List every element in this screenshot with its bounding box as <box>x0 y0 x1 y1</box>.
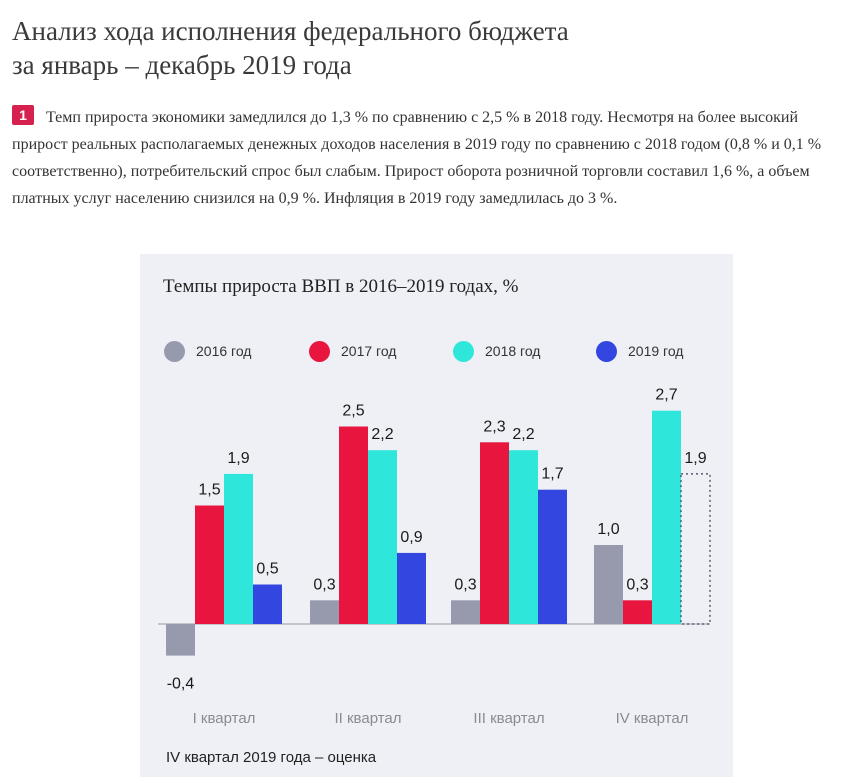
category-label-q3: III квартал <box>473 710 544 727</box>
legend-item-2019: 2019 год <box>596 340 683 362</box>
bar-2019-q2 <box>397 552 426 624</box>
data-label-2019-q1: 0,5 <box>256 561 278 578</box>
data-label-2017-q2: 2,5 <box>342 403 364 420</box>
bar-2016-q2 <box>310 600 339 624</box>
chart-panel: Темпы прироста ВВП в 2016–2019 годах, % … <box>140 254 733 777</box>
chart-title: Темпы прироста ВВП в 2016–2019 годах, % <box>163 276 519 297</box>
legend-swatch-2017 <box>309 340 330 362</box>
legend-label-2019: 2019 год <box>628 343 684 359</box>
data-label-2018-q2: 2,2 <box>371 426 393 443</box>
legend-swatch-2016 <box>164 340 185 362</box>
intro-text: Темп прироста экономики замедлился до 1,… <box>12 109 822 207</box>
page-title-line2: за январь – декабрь 2019 года <box>12 50 352 80</box>
bar-2019-q3 <box>538 489 567 624</box>
bar-2019-q1 <box>253 584 282 624</box>
bar-2017-q2 <box>339 426 368 624</box>
legend-item-2017: 2017 год <box>309 340 396 362</box>
data-label-2019-q4: 1,9 <box>684 450 706 467</box>
bar-2018-q2 <box>368 450 397 624</box>
intro-paragraph: 1 Темп прироста экономики замедлился до 1… <box>12 104 850 212</box>
bar-2016-q3 <box>451 600 480 624</box>
category-label-q4: IV квартал <box>616 710 689 727</box>
legend-label-2018: 2018 год <box>485 343 541 359</box>
data-label-2016-q3: 0,3 <box>454 576 476 593</box>
bar-2017-q1 <box>195 505 224 624</box>
bar-2018-q1 <box>224 473 253 624</box>
legend-label-2016: 2016 год <box>196 343 252 359</box>
bar-2018-q3 <box>509 450 538 624</box>
legend-item-2018: 2018 год <box>453 340 540 362</box>
data-label-2016-q4: 1,0 <box>597 521 619 538</box>
page-title: Анализ хода исполнения федерального бюдж… <box>12 14 812 82</box>
data-label-2019-q3: 1,7 <box>541 466 563 483</box>
bar-2019-q4 <box>680 473 711 625</box>
bar-chart-plot: -0,4 0,3 0,3 1,0 1,5 2,5 2,3 0,3 1,9 2,2 2,2 2,7 0,5… <box>158 387 711 727</box>
bar-2016-q4 <box>594 545 623 624</box>
page-title-line1: Анализ хода исполнения федерального бюдж… <box>12 16 569 46</box>
legend-swatch-2018 <box>453 340 474 362</box>
data-label-2019-q2: 0,9 <box>400 529 422 546</box>
data-label-2018-q4: 2,7 <box>655 387 677 404</box>
data-label-2017-q4: 0,3 <box>626 576 648 593</box>
legend-label-2017: 2017 год <box>341 343 397 359</box>
data-label-2016-q2: 0,3 <box>313 576 335 593</box>
section-number-badge: 1 <box>12 105 34 125</box>
category-label-q1: I квартал <box>193 710 256 727</box>
chart-note: IV квартал 2019 года – оценка <box>166 749 377 766</box>
category-label-q2: II квартал <box>334 710 401 727</box>
data-label-2017-q1: 1,5 <box>198 482 220 499</box>
data-label-2018-q1: 1,9 <box>227 450 249 467</box>
bar-2016-q1 <box>166 624 195 656</box>
bar-2017-q3 <box>480 442 509 624</box>
legend-swatch-2019 <box>596 340 617 362</box>
chart-legend: 2016 год 2017 год 2018 год 2019 год <box>164 340 724 364</box>
bar-2018-q4 <box>652 410 681 624</box>
legend-item-2016: 2016 год <box>164 340 251 362</box>
data-label-2016-q1: -0,4 <box>167 676 195 693</box>
data-label-2017-q3: 2,3 <box>483 418 505 435</box>
bar-2017-q4 <box>623 600 652 624</box>
data-label-2018-q3: 2,2 <box>512 426 534 443</box>
